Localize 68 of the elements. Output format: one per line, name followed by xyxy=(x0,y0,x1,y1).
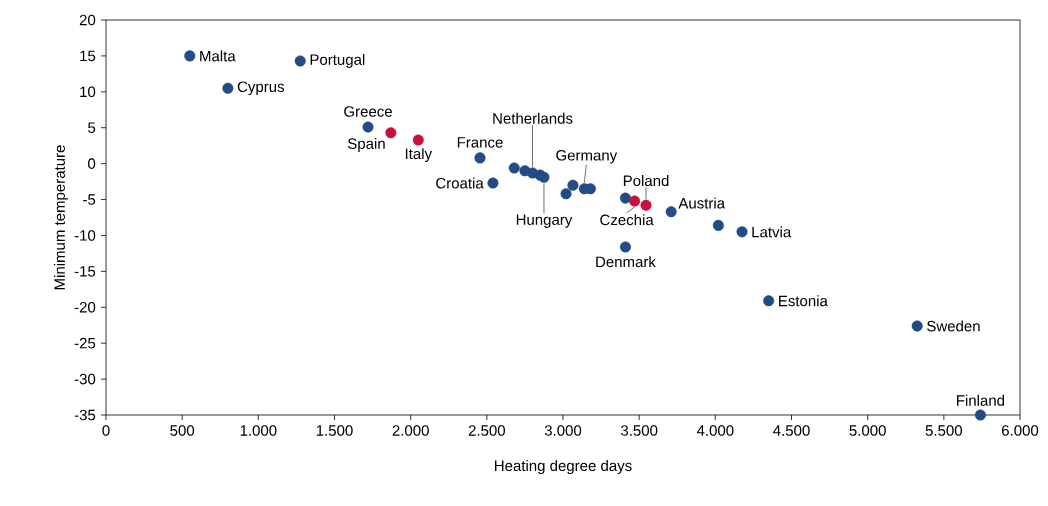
x-tick-label: 4.500 xyxy=(773,425,810,436)
point xyxy=(763,295,775,307)
x-tick-label: 1.500 xyxy=(316,425,353,436)
x-tick-label: 4.000 xyxy=(696,425,734,436)
y-tick-label: -5 xyxy=(83,194,96,205)
annotation: Netherlands xyxy=(493,112,573,124)
point xyxy=(712,219,724,231)
annotation: Portugal xyxy=(310,53,365,68)
annotation: Czechia xyxy=(600,214,654,226)
point xyxy=(736,226,748,238)
point xyxy=(619,241,631,253)
annotation: Malta xyxy=(200,50,236,62)
annotation: Hungary xyxy=(516,214,573,228)
annotation: Greece xyxy=(344,106,392,117)
point xyxy=(665,206,677,218)
y-tick-label: -15 xyxy=(74,266,96,277)
x-tick-label: 5.000 xyxy=(849,425,886,436)
annotation: Cyprus xyxy=(237,81,285,96)
x-axis-title: Heating degree days xyxy=(495,460,632,474)
annotation: Latvia xyxy=(752,226,792,238)
x-tick-label: 3.500 xyxy=(620,425,658,436)
annotation: Spain xyxy=(347,137,385,152)
y-tick-label: 5 xyxy=(88,122,96,133)
annotation: Denmark xyxy=(596,256,656,268)
x-tick-label: 1.000 xyxy=(240,425,277,436)
point xyxy=(911,320,923,332)
annotation: Poland xyxy=(623,175,669,187)
annotation: Italy xyxy=(405,148,433,163)
point xyxy=(640,199,652,211)
y-tick-label: 10 xyxy=(80,86,96,98)
annotation: Austria xyxy=(678,197,726,209)
point xyxy=(474,152,486,164)
x-tick-label: 2.000 xyxy=(392,425,429,436)
point xyxy=(222,82,234,94)
point xyxy=(294,55,306,67)
annotation: Estonia xyxy=(779,295,828,307)
y-tick-label: -25 xyxy=(74,337,96,349)
annotation: Croatia xyxy=(436,177,484,189)
annotation: Sweden xyxy=(927,320,980,332)
y-tick-label: 0 xyxy=(88,158,96,169)
point xyxy=(560,188,572,200)
y-tick-label: 20 xyxy=(79,14,96,26)
annotation: Germany xyxy=(556,149,618,164)
point xyxy=(362,121,374,133)
y-tick-label: 15 xyxy=(80,50,96,62)
y-tick-label: -10 xyxy=(74,230,96,241)
point xyxy=(385,127,397,139)
x-tick-label: 5.500 xyxy=(925,425,963,436)
point xyxy=(184,50,196,62)
y-tick-label: -30 xyxy=(74,373,96,385)
x-tick-label: 500 xyxy=(170,425,195,436)
y-tick-label: -35 xyxy=(74,409,96,421)
x-tick-label: 2.500 xyxy=(468,425,506,436)
annotation: Finland xyxy=(957,394,1005,406)
point xyxy=(508,162,520,174)
y-tick-label: -20 xyxy=(74,301,96,313)
point xyxy=(567,179,579,191)
x-tick-label: 6.000 xyxy=(1002,425,1039,436)
x-tick-label: 0 xyxy=(102,425,110,436)
point xyxy=(538,171,550,183)
point xyxy=(412,134,424,146)
y-axis-title: Minimum temperature xyxy=(53,145,68,290)
point xyxy=(629,195,641,207)
annotation: France xyxy=(457,137,503,148)
point xyxy=(974,409,986,421)
point xyxy=(619,192,631,204)
point xyxy=(487,177,499,189)
x-tick-label: 3.000 xyxy=(544,425,582,436)
